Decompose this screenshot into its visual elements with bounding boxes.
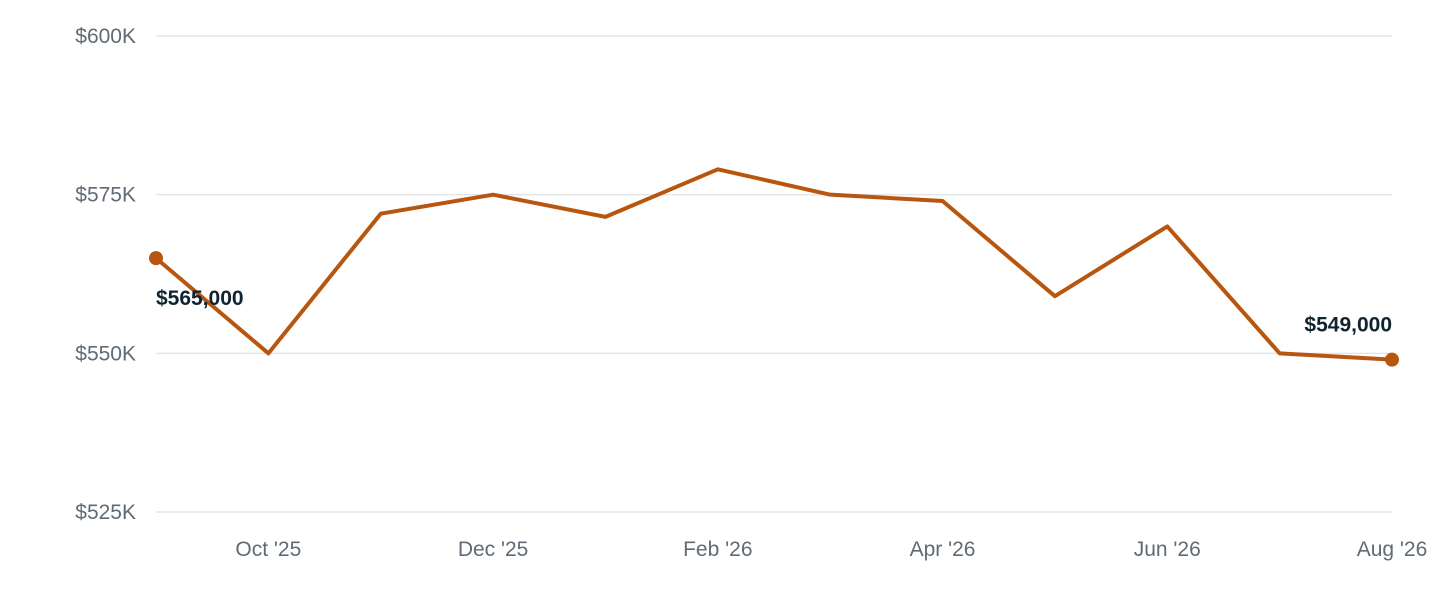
- series: [149, 167, 1399, 367]
- data-labels: $565,000 $549,000: [156, 287, 1392, 337]
- y-tick-label: $575K: [75, 184, 136, 207]
- endpoint-marker: [149, 251, 163, 266]
- data-label: $565,000: [156, 287, 244, 310]
- x-tick-label: Apr '26: [910, 538, 976, 561]
- y-tick-label: $600K: [75, 25, 136, 48]
- x-tick-label: Jun '26: [1134, 538, 1201, 561]
- y-tick-label: $550K: [75, 342, 136, 365]
- x-axis-ticks: Oct '25 Dec '25 Feb '26 Apr '26 Jun '26 Aug '…: [235, 538, 1427, 561]
- x-tick-label: Aug '26: [1357, 538, 1428, 561]
- x-tick-label: Dec '25: [458, 538, 529, 561]
- x-tick-label: Feb '26: [683, 538, 752, 561]
- endpoint-marker: [1385, 352, 1399, 367]
- series-line: [154, 167, 1394, 362]
- x-tick-label: Oct '25: [235, 538, 301, 561]
- y-axis-ticks: $525K $550K $575K $600K: [75, 25, 136, 524]
- y-tick-label: $525K: [75, 501, 136, 524]
- data-label: $549,000: [1304, 314, 1392, 337]
- gridlines: [156, 35, 1392, 513]
